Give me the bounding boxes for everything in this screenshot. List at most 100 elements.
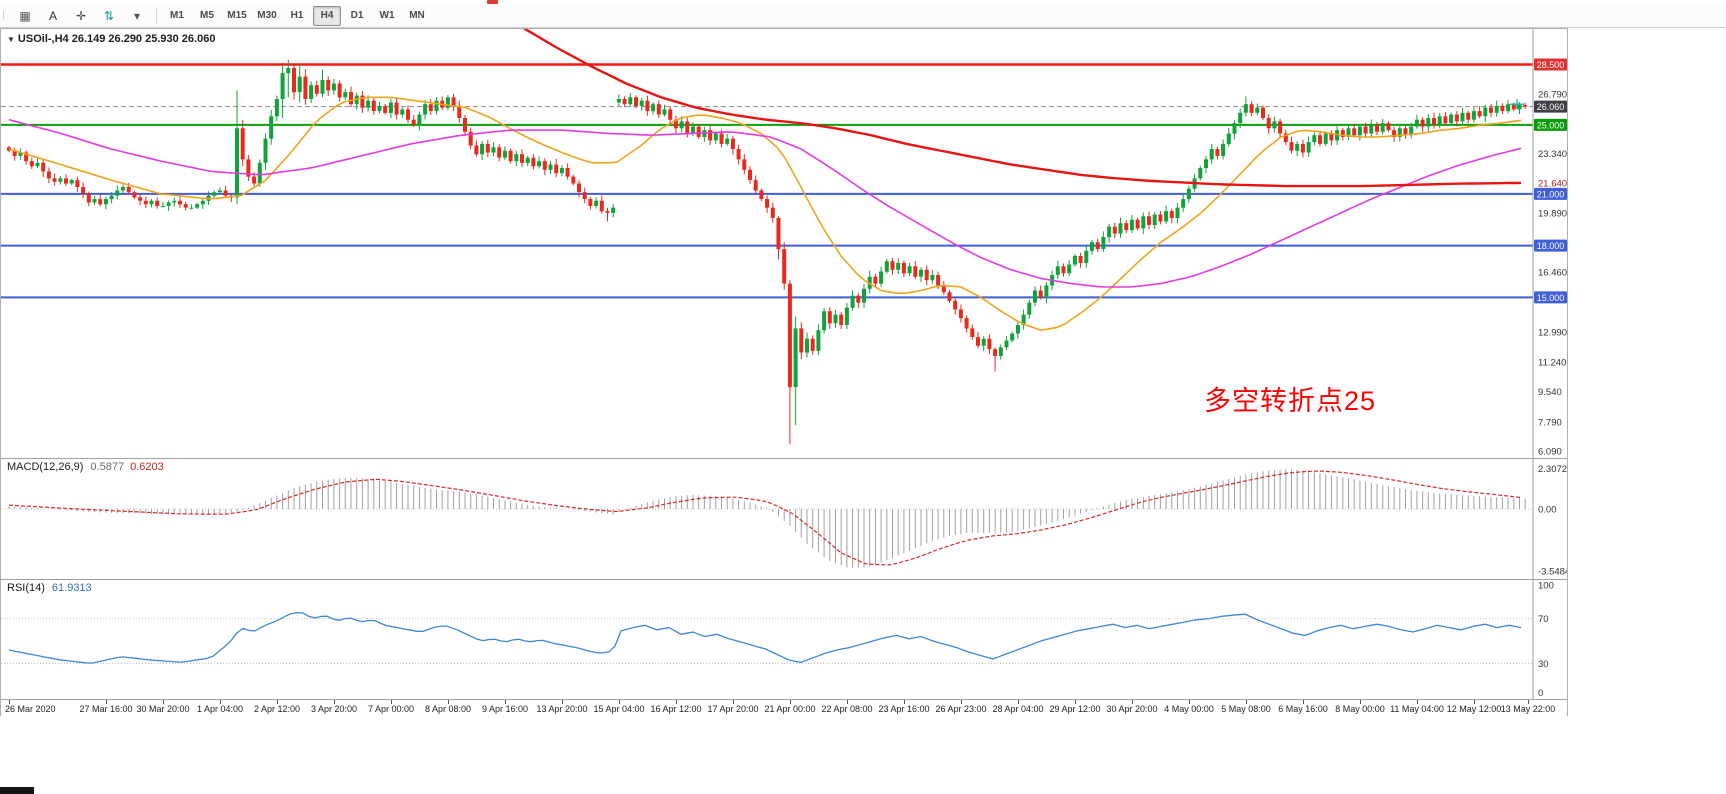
time-label: 26 Apr 23:00: [935, 704, 987, 714]
dropdown-caret-icon[interactable]: ▾: [133, 9, 141, 23]
price-tick: 12.990: [1538, 328, 1567, 339]
main-chart-canvas[interactable]: 26.790 23.340 21.640 19.890 16.460 12.990 11.2…: [1, 29, 1567, 458]
time-label: 28 Apr 04:00: [992, 704, 1044, 714]
price-tick: 19.890: [1538, 209, 1567, 220]
timeframe-button-m5[interactable]: M5: [200, 10, 214, 21]
time-tick-mark: [790, 700, 791, 704]
crosshair-icon[interactable]: ✛: [75, 9, 87, 23]
rsi-label: RSI(14) 61.9313: [7, 582, 92, 594]
price-badge: 18.000: [1534, 239, 1567, 252]
time-tick-mark: [1132, 700, 1133, 704]
chart-title: ▼ USOil-,H4 26.149 26.290 25.930 26.060: [7, 33, 215, 45]
price-tick: 6.090: [1538, 447, 1562, 458]
macd-label: MACD(12,26,9) 0.5877 0.6203: [7, 461, 164, 473]
time-tick-mark: [106, 700, 107, 704]
rsi-pane-canvas[interactable]: 100 70 30 0: [1, 579, 1567, 699]
rsi-line: [8, 611, 1522, 664]
time-label: 4 May 00:00: [1164, 704, 1214, 714]
time-label: 26 Mar 2020: [5, 704, 56, 714]
time-label: 22 Apr 08:00: [821, 704, 873, 714]
time-label: 12 May 12:00: [1446, 704, 1502, 714]
time-tick-mark: [1189, 700, 1190, 704]
svg-text:28.500: 28.500: [1537, 60, 1565, 70]
chart-title-text: USOil-,H4 26.149 26.290 25.930 26.060: [17, 33, 216, 45]
time-tick-mark: [961, 700, 962, 704]
text-tool-icon[interactable]: A: [48, 9, 57, 23]
time-label: 21 Apr 00:00: [764, 704, 816, 714]
svg-text:26.060: 26.060: [1537, 102, 1565, 112]
time-label: 8 May 00:00: [1335, 704, 1385, 714]
macd-signal-value: 0.6203: [130, 461, 164, 473]
macd-axis-label: 2.3072: [1538, 464, 1567, 475]
macd-axis-label: 0.00: [1538, 505, 1557, 516]
time-tick-mark: [676, 700, 677, 704]
timeframe-button-m15[interactable]: M15: [227, 10, 247, 21]
toolbar-grip: ⁞: [2, 10, 6, 22]
time-tick-mark: [847, 700, 848, 704]
chart-annotation-text[interactable]: 多空转折点25: [1204, 386, 1377, 416]
time-tick-mark: [1360, 700, 1361, 704]
svg-text:18.000: 18.000: [1537, 241, 1565, 251]
time-tick-mark: [1474, 700, 1475, 704]
arrows-object-icon[interactable]: ⇅: [103, 9, 115, 23]
tile-windows-icon[interactable]: ▦: [19, 9, 31, 23]
price-tick: 21.640: [1538, 178, 1567, 189]
timeframe-button-h4[interactable]: H4: [313, 6, 341, 26]
macd-main-value: 0.5877: [90, 461, 125, 473]
timeframe-button-m30[interactable]: M30: [257, 10, 277, 21]
timeframe-button-h1[interactable]: H1: [290, 10, 304, 21]
rsi-name: RSI(14): [7, 582, 45, 594]
macd-signal-line: [8, 470, 1522, 566]
time-axis[interactable]: 26 Mar 2020 27 Mar 16:00 30 Mar 20:00 1 Apr…: [1, 699, 1567, 716]
time-label: 8 Apr 08:00: [424, 704, 472, 714]
taskbar-fragment: [0, 787, 34, 794]
time-tick-mark: [733, 700, 734, 704]
price-tick: 9.540: [1538, 387, 1562, 398]
time-label: 3 Apr 20:00: [310, 704, 358, 714]
ma-mid-magenta: [8, 118, 1522, 288]
svg-text:21.000: 21.000: [1537, 189, 1565, 199]
time-label: 13 May 22:00: [1500, 704, 1556, 714]
price-badge: 15.000: [1534, 291, 1567, 304]
toolbar: ⁞ ▦ A ✛ ⇅ ▾ M1 M5 M15 M30 H1 H4 D1 W1 MN: [0, 5, 1726, 28]
time-tick-mark: [448, 700, 449, 704]
candles-group: [7, 59, 1528, 444]
time-tick-mark: [1246, 700, 1247, 704]
price-badge: 25.000: [1534, 118, 1567, 131]
macd-axis-label: -3.5484: [1538, 567, 1567, 578]
menu-strip: [0, 0, 1726, 5]
price-tick: 16.460: [1538, 268, 1567, 279]
rsi-value: 61.9313: [51, 582, 92, 594]
time-label: 16 Apr 12:00: [650, 704, 702, 714]
timeframe-buttons: M1 M5 M15 M30 H1 H4 D1 W1 MN: [162, 6, 432, 26]
time-label: 29 Apr 12:00: [1049, 704, 1101, 714]
time-tick-mark: [220, 700, 221, 704]
macd-histogram: [8, 469, 1526, 568]
collapse-triangle-icon[interactable]: ▼: [7, 35, 15, 44]
time-label: 30 Mar 20:00: [136, 704, 190, 714]
time-tick-mark: [163, 700, 164, 704]
time-tick-mark: [562, 700, 563, 704]
chart-window: 26.790 23.340 21.640 19.890 16.460 12.990 11.2…: [0, 28, 1568, 716]
timeframe-button-m1[interactable]: M1: [170, 10, 184, 21]
time-tick-mark: [619, 700, 620, 704]
macd-pane-canvas[interactable]: 2.3072 0.00 -3.5484: [1, 458, 1567, 579]
timeframe-button-w1[interactable]: W1: [379, 10, 395, 21]
price-tick: 23.340: [1538, 149, 1567, 160]
time-tick-mark: [1417, 700, 1418, 704]
rsi-axis-label: 30: [1538, 659, 1549, 670]
price-tick: 11.240: [1538, 358, 1566, 369]
rsi-axis-label: 0: [1538, 688, 1543, 699]
time-label: 23 Apr 16:00: [878, 704, 930, 714]
time-label: 1 Apr 04:00: [196, 704, 244, 714]
menu-fragment-icon: [487, 0, 498, 4]
price-tick: 7.790: [1538, 417, 1562, 428]
time-label: 5 May 08:00: [1221, 704, 1271, 714]
time-label: 11 May 04:00: [1390, 704, 1444, 714]
timeframe-button-mn[interactable]: MN: [409, 10, 425, 21]
time-label: 30 Apr 20:00: [1106, 704, 1158, 714]
time-label: 27 Mar 16:00: [79, 704, 133, 714]
timeframe-button-d1[interactable]: D1: [350, 10, 364, 21]
time-tick-mark: [277, 700, 278, 704]
